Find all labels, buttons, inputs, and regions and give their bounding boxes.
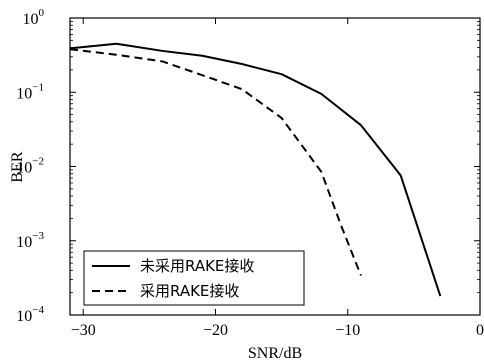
x-tick-label: −30: [71, 322, 96, 339]
legend-box: [83, 250, 305, 306]
series-layer: [69, 42, 442, 297]
series-line-no-rake: [69, 42, 442, 297]
y-tick-label: 10−4: [16, 304, 44, 325]
legend-label-no-rake: 未采用RAKE接收: [140, 257, 254, 275]
series-line-rake: [69, 48, 362, 276]
y-axis-label: BER: [9, 151, 26, 182]
x-tick-label: 0: [476, 322, 484, 339]
legend: 未采用RAKE接收 采用RAKE接收: [83, 250, 305, 306]
y-tick-label: 10−3: [16, 230, 44, 251]
legend-label-rake: 采用RAKE接收: [140, 282, 239, 300]
y-tick-label: 100: [23, 7, 45, 28]
y-tick-label: 10−1: [16, 81, 44, 102]
x-tick-label: −20: [203, 322, 228, 339]
y-tick-label: 10−2: [16, 156, 44, 177]
x-tick-label: −10: [335, 322, 360, 339]
x-axis-label: SNR/dB: [248, 345, 302, 362]
x-axis: −30 −20 −10 0: [71, 18, 484, 339]
